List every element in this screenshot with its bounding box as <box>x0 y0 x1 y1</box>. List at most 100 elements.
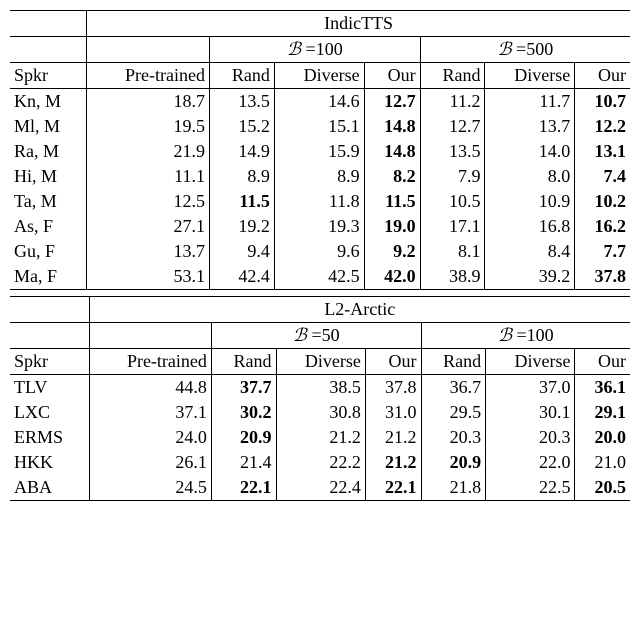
table-cell: 29.5 <box>421 400 486 425</box>
col-diverse: Diverse <box>274 63 364 89</box>
table-body: TLV44.837.738.537.836.737.036.1LXC37.130… <box>10 375 630 501</box>
table-body: Kn, M18.713.514.612.711.211.710.7Ml, M19… <box>10 89 630 290</box>
col-spkr: Spkr <box>10 63 87 89</box>
table-row: LXC37.130.230.831.029.530.129.1 <box>10 400 630 425</box>
col-diverse: Diverse <box>276 349 365 375</box>
table-cell: As, F <box>10 214 87 239</box>
table-cell: 21.4 <box>211 450 276 475</box>
table-cell: 37.7 <box>211 375 276 401</box>
table-cell: 9.4 <box>210 239 275 264</box>
col-diverse: Diverse <box>485 63 575 89</box>
table-cell: 10.2 <box>575 189 630 214</box>
col-rand: Rand <box>421 349 486 375</box>
table-cell: 10.9 <box>485 189 575 214</box>
table-cell: 18.7 <box>87 89 210 115</box>
table-cell: 20.9 <box>421 450 486 475</box>
table-cell: Ra, M <box>10 139 87 164</box>
col-our: Our <box>365 349 421 375</box>
table-cell: 16.2 <box>575 214 630 239</box>
table-cell: 14.0 <box>485 139 575 164</box>
table-cell: 11.5 <box>210 189 275 214</box>
table-cell: 10.7 <box>575 89 630 115</box>
table-cell: 13.7 <box>485 114 575 139</box>
table-cell: 8.9 <box>274 164 364 189</box>
table-cell: 53.1 <box>87 264 210 290</box>
table-cell: 9.2 <box>364 239 420 264</box>
col-our: Our <box>575 349 630 375</box>
table-cell: 19.5 <box>87 114 210 139</box>
col-rand: Rand <box>210 63 275 89</box>
empty-cell <box>10 297 89 323</box>
table-cell: 11.2 <box>420 89 485 115</box>
budget-left: ℬ =50 <box>211 323 421 349</box>
table-cell: 36.1 <box>575 375 630 401</box>
table-cell: Gu, F <box>10 239 87 264</box>
table-cell: TLV <box>10 375 89 401</box>
table-cell: 14.6 <box>274 89 364 115</box>
table-cell: 13.5 <box>210 89 275 115</box>
table-row: Hi, M11.18.98.98.27.98.07.4 <box>10 164 630 189</box>
table-cell: 8.4 <box>485 239 575 264</box>
table-cell: 7.4 <box>575 164 630 189</box>
table-cell: 8.1 <box>420 239 485 264</box>
table-cell: 8.0 <box>485 164 575 189</box>
table-row: Ta, M12.511.511.811.510.510.910.2 <box>10 189 630 214</box>
table-row: ERMS24.020.921.221.220.320.320.0 <box>10 425 630 450</box>
table-cell: Ma, F <box>10 264 87 290</box>
table-cell: ERMS <box>10 425 89 450</box>
table-cell: 14.9 <box>210 139 275 164</box>
table-cell: 37.8 <box>365 375 421 401</box>
table-cell: Kn, M <box>10 89 87 115</box>
table-cell: ABA <box>10 475 89 501</box>
col-pretrained: Pre-trained <box>87 63 210 89</box>
col-spkr: Spkr <box>10 349 89 375</box>
table-cell: 20.9 <box>211 425 276 450</box>
table-cell: 27.1 <box>87 214 210 239</box>
table-cell: 22.4 <box>276 475 365 501</box>
table-cell: 21.8 <box>421 475 486 501</box>
empty-cell <box>10 37 87 63</box>
table-cell: LXC <box>10 400 89 425</box>
table-cell: 21.9 <box>87 139 210 164</box>
table-cell: 26.1 <box>89 450 211 475</box>
table-cell: 24.0 <box>89 425 211 450</box>
empty-cell <box>10 323 89 349</box>
table-cell: 31.0 <box>365 400 421 425</box>
table-cell: 8.2 <box>364 164 420 189</box>
col-pretrained: Pre-trained <box>89 349 211 375</box>
table-row: ABA24.522.122.422.121.822.520.5 <box>10 475 630 501</box>
table-cell: 12.5 <box>87 189 210 214</box>
table-cell: 20.3 <box>421 425 486 450</box>
col-rand: Rand <box>420 63 485 89</box>
table-cell: 12.7 <box>420 114 485 139</box>
table-cell: 13.5 <box>420 139 485 164</box>
table-cell: 24.5 <box>89 475 211 501</box>
table-cell: 9.6 <box>274 239 364 264</box>
table-cell: 12.7 <box>364 89 420 115</box>
table-cell: 11.7 <box>485 89 575 115</box>
table-row: HKK26.121.422.221.220.922.021.0 <box>10 450 630 475</box>
table-cell: 13.1 <box>575 139 630 164</box>
table-cell: 15.2 <box>210 114 275 139</box>
table-cell: 10.5 <box>420 189 485 214</box>
table-cell: 14.8 <box>364 139 420 164</box>
table-cell: Ml, M <box>10 114 87 139</box>
table-cell: 17.1 <box>420 214 485 239</box>
table-cell: 37.8 <box>575 264 630 290</box>
table-cell: 30.8 <box>276 400 365 425</box>
budget-right: ℬ =100 <box>421 323 630 349</box>
table-row: Gu, F13.79.49.69.28.18.47.7 <box>10 239 630 264</box>
table-cell: Hi, M <box>10 164 87 189</box>
table-row: Kn, M18.713.514.612.711.211.710.7 <box>10 89 630 115</box>
table-cell: 21.2 <box>365 425 421 450</box>
table-cell: 11.5 <box>364 189 420 214</box>
table-cell: 22.2 <box>276 450 365 475</box>
table-cell: Ta, M <box>10 189 87 214</box>
col-our: Our <box>575 63 630 89</box>
table-cell: 19.3 <box>274 214 364 239</box>
col-diverse: Diverse <box>486 349 575 375</box>
table-cell: 16.8 <box>485 214 575 239</box>
table-title: IndicTTS <box>87 11 630 37</box>
table-cell: 21.0 <box>575 450 630 475</box>
col-our: Our <box>364 63 420 89</box>
